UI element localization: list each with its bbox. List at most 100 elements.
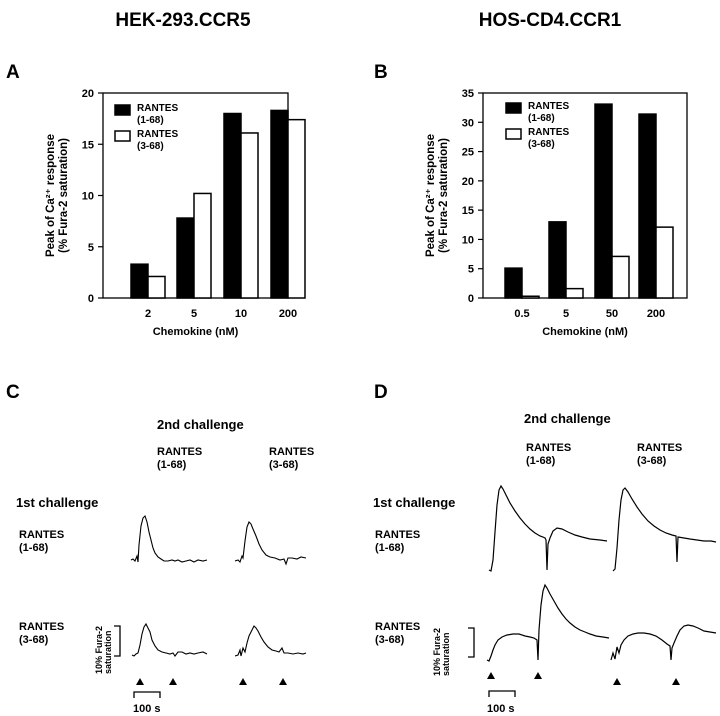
y-tick-label: 30 (462, 117, 474, 129)
x-tick-label: 10 (235, 308, 247, 320)
panel-letter-c: C (6, 382, 20, 403)
y-axis-label: Peak of Ca²⁺ response (425, 134, 437, 257)
bar (147, 275, 166, 299)
arrow-marker (279, 678, 287, 685)
bar (594, 103, 613, 299)
scale-label-d-line2: saturation (441, 632, 451, 676)
arrow-marker (136, 678, 144, 685)
bar (611, 255, 630, 299)
arrow-marker (534, 672, 542, 679)
x-tick-label: 200 (279, 308, 297, 320)
y-tick-label: 20 (462, 176, 474, 188)
x-axis-label: Chemokine (nM) (153, 326, 239, 338)
y-tick-label: 0 (88, 293, 94, 305)
scale-label-c-line1: 10% Fura-2 (94, 626, 104, 674)
trace-c-r2-trace1 (131, 622, 208, 657)
trace-c-r2-c1 (234, 521, 307, 566)
y-tick-label: 15 (462, 205, 474, 217)
legend-label: (1-68) (528, 113, 555, 124)
arrow-marker (169, 678, 177, 685)
first-challenge-label-d: 1st challenge (373, 495, 455, 510)
y-axis-label: (% Fura-2 saturation) (58, 138, 70, 253)
header-right: HOS-CD4.CCR1 (479, 10, 622, 31)
time-bar-c (133, 691, 161, 698)
second-challenge-label-d: 2nd challenge (524, 411, 611, 426)
x-tick-label: 200 (647, 308, 665, 320)
time-bar-d (488, 690, 516, 697)
legend-swatch (505, 102, 522, 114)
y-tick-label: 35 (462, 88, 474, 100)
traces-panel-c: 2nd challenge RANTES (1-68) RANTES (3-68… (16, 417, 314, 715)
row-label-d-2-line1: RANTES (375, 621, 420, 633)
trace-d-r1-c1 (488, 484, 608, 572)
arrow-marker (487, 672, 495, 679)
bar (565, 287, 584, 299)
bar (240, 132, 259, 299)
trace-c-r2-trace2 (234, 625, 307, 657)
traces-panel-d: 2nd challenge RANTES (1-68) RANTES (3-68… (373, 411, 717, 715)
row-label-c-2-line2: (3-68) (19, 634, 49, 646)
y-axis-label: Peak of Ca²⁺ response (45, 134, 57, 257)
trace-c-r1-c1 (130, 514, 208, 563)
legend-label: RANTES (137, 129, 178, 140)
col-label-c-2-line1: RANTES (269, 446, 314, 458)
row-label-c-2-line1: RANTES (19, 621, 64, 633)
y-tick-label: 5 (88, 242, 94, 254)
x-axis-label: Chemokine (nM) (542, 326, 628, 338)
time-label-d: 100 s (487, 703, 515, 715)
row-label-c-1-line1: RANTES (19, 529, 64, 541)
x-tick-label: 5 (563, 308, 569, 320)
bar (287, 118, 306, 299)
col-label-c-1-line2: (1-68) (157, 459, 187, 471)
panel-letter-a: A (6, 62, 20, 83)
col-label-d-2-line1: RANTES (637, 442, 682, 454)
legend-label: (3-68) (137, 141, 164, 152)
second-challenge-label-c: 2nd challenge (157, 417, 244, 432)
bar (504, 267, 523, 299)
col-label-d-1-line2: (1-68) (526, 455, 556, 467)
arrow-marker (613, 678, 621, 685)
bar (176, 217, 195, 299)
legend-label: (1-68) (137, 115, 164, 126)
bar (193, 192, 212, 299)
col-label-c-1-line1: RANTES (157, 446, 202, 458)
legend-swatch (114, 104, 131, 116)
bar (638, 113, 657, 299)
scale-bar-d (468, 627, 475, 658)
row-label-d-2-line2: (3-68) (375, 634, 405, 646)
bar (130, 263, 149, 299)
y-tick-label: 10 (82, 191, 94, 203)
arrow-marker (239, 678, 247, 685)
x-tick-label: 50 (606, 308, 618, 320)
legend-label: (3-68) (528, 139, 555, 150)
col-label-c-2-line2: (3-68) (269, 459, 299, 471)
trace-d-r2-c1 (486, 583, 610, 662)
y-tick-label: 15 (82, 139, 94, 151)
plot-frame (482, 92, 688, 299)
legend-swatch (114, 130, 131, 142)
col-label-d-2-line2: (3-68) (637, 455, 667, 467)
header-left: HEK-293.CCR5 (115, 10, 251, 31)
bar (655, 226, 674, 299)
y-tick-label: 25 (462, 147, 474, 159)
legend-swatch (505, 128, 522, 140)
y-tick-label: 10 (462, 234, 474, 246)
bar (521, 295, 540, 299)
col-label-d-1-line1: RANTES (526, 442, 571, 454)
panel-letter-b: B (374, 62, 388, 83)
scale-label-c-line2: saturation (103, 630, 113, 674)
x-tick-label: 0.5 (514, 308, 529, 320)
row-label-d-1-line2: (1-68) (375, 542, 405, 554)
time-label-c: 100 s (133, 703, 161, 715)
bar (548, 221, 567, 299)
y-axis-label: (% Fura-2 saturation) (438, 138, 450, 253)
legend-label: RANTES (528, 101, 569, 112)
y-tick-label: 0 (468, 293, 474, 305)
bar (270, 109, 289, 299)
panel-letter-d: D (374, 382, 388, 403)
row-label-d-1-line1: RANTES (375, 529, 420, 541)
trace-d-r1-c2 (612, 487, 717, 572)
x-tick-label: 5 (191, 308, 197, 320)
